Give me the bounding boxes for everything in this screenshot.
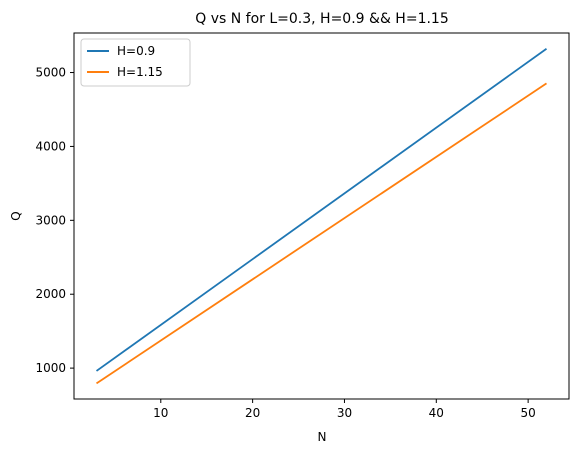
y-axis: 1000 2000 3000 4000 5000 xyxy=(35,66,74,375)
x-tick-label: 40 xyxy=(429,406,444,420)
x-axis-label: N xyxy=(318,430,327,444)
x-tick-label: 30 xyxy=(337,406,352,420)
y-tick-label: 1000 xyxy=(35,361,66,375)
y-tick-label: 4000 xyxy=(35,139,66,153)
chart-title: Q vs N for L=0.3, H=0.9 && H=1.15 xyxy=(195,11,449,27)
x-axis: 10 20 30 40 50 xyxy=(153,399,536,420)
series-line-h0-9 xyxy=(95,48,548,372)
x-tick-label: 50 xyxy=(520,406,535,420)
y-axis-label: Q xyxy=(9,211,23,220)
y-tick-label: 3000 xyxy=(35,213,66,227)
series-line-h1-15 xyxy=(96,82,547,385)
legend-label-h0-9: H=0.9 xyxy=(117,44,155,58)
y-tick-label: 2000 xyxy=(35,287,66,301)
x-tick-label: 10 xyxy=(153,406,168,420)
legend-label-h1-15: H=1.15 xyxy=(117,65,163,79)
x-tick-label: 20 xyxy=(245,406,260,420)
plot-frame xyxy=(73,32,570,400)
y-tick-label: 5000 xyxy=(35,66,66,80)
legend: H=0.9 H=1.15 xyxy=(80,38,191,87)
series-lines xyxy=(95,48,548,385)
